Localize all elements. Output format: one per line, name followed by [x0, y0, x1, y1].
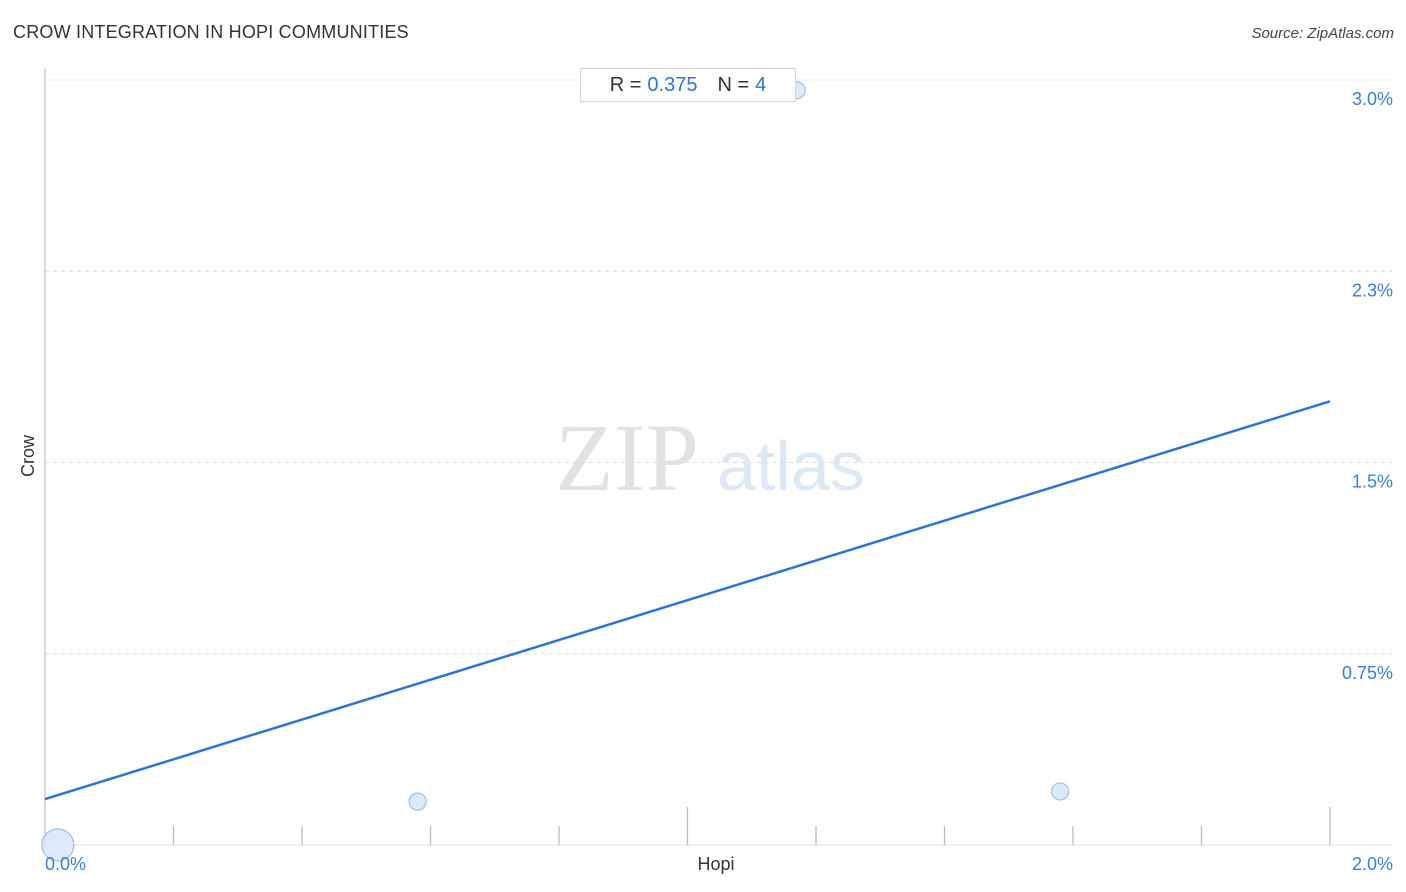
chart-title: CROW INTEGRATION IN HOPI COMMUNITIES [13, 22, 409, 42]
grid-lines [45, 79, 1392, 655]
n-value: 4 [755, 73, 767, 96]
data-point-0 [41, 828, 75, 862]
y-tick-label-3: 3.0% [1352, 89, 1393, 109]
y-axis-title: Crow [18, 434, 38, 477]
y-tick-label-1: 1.5% [1352, 472, 1393, 492]
tick-labels: 0.75% 1.5% 2.3% 3.0% 0.0% 2.0% [45, 89, 1393, 874]
source-label: Source: ZipAtlas.com [1251, 25, 1394, 42]
points-group [41, 81, 1070, 862]
data-point-1 [408, 792, 427, 811]
x-tick-label-0: 0.0% [45, 854, 86, 874]
watermark-atlas: atlas [717, 427, 865, 505]
trendline [44, 400, 1331, 801]
x-axis-title: Hopi [697, 854, 734, 874]
trendline-group [44, 400, 1331, 801]
stats-box: R = 0.375 N = 4 [580, 68, 796, 102]
data-point-3 [1051, 782, 1070, 801]
axes [44, 68, 1392, 846]
y-tick-label-0: 0.75% [1342, 663, 1393, 683]
r-value: 0.375 [647, 73, 698, 96]
y-tick-label-2: 2.3% [1352, 280, 1393, 300]
watermark: ZIP atlas [555, 404, 865, 511]
n-label: N = [717, 73, 750, 96]
r-label: R = [609, 73, 642, 96]
x-tick-label-1: 2.0% [1352, 854, 1393, 874]
watermark-zip: ZIP [555, 404, 699, 511]
